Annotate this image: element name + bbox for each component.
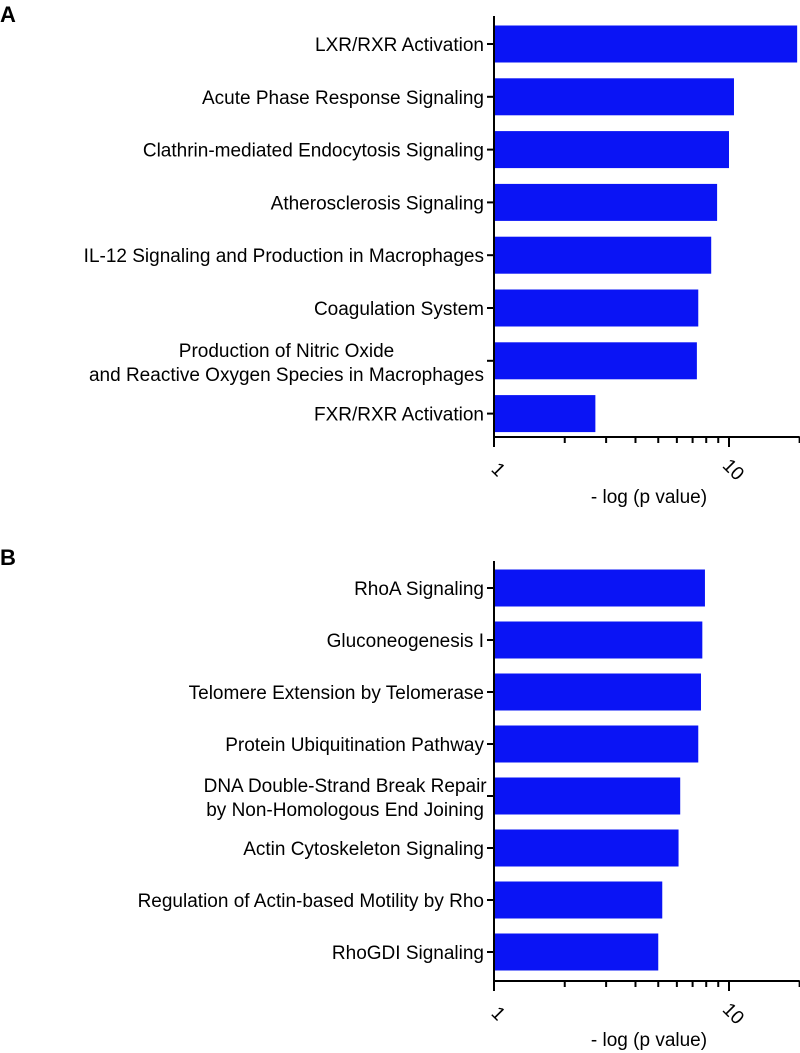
- bar: [495, 933, 659, 971]
- category-label: IL-12 Signaling and Production in Macrop…: [84, 246, 484, 267]
- bar: [495, 621, 703, 659]
- x-axis-title: - log (p value): [591, 1030, 707, 1051]
- bar: [495, 777, 681, 815]
- bar: [495, 25, 798, 63]
- category-label: Coagulation System: [314, 299, 484, 320]
- category-label: Gluconeogenesis I: [327, 631, 484, 652]
- bar: [495, 881, 663, 919]
- category-label: RhoA Signaling: [354, 579, 484, 600]
- bar: [495, 395, 596, 433]
- panel-b: B RhoA Signaling Gluconeogenesis I Telomere…: [0, 545, 800, 1051]
- category-label: Production of Nitric Oxide and Reactive O…: [89, 341, 484, 386]
- bar: [495, 78, 734, 116]
- panel-letter: A: [0, 2, 16, 27]
- bar: [495, 289, 699, 327]
- x-tick-label: 10: [718, 455, 748, 485]
- bar: [495, 131, 729, 169]
- bar: [495, 569, 705, 607]
- category-label: RhoGDI Signaling: [332, 943, 484, 964]
- bar: [495, 725, 699, 763]
- x-tick-label: 1: [487, 459, 509, 481]
- bar: [495, 236, 712, 274]
- panel-letter: B: [0, 545, 16, 570]
- panel-a: A LXR/RXR Activation Acute Phase Response …: [0, 2, 800, 508]
- category-label: FXR/RXR Activation: [314, 405, 484, 426]
- bar: [495, 183, 718, 221]
- category-label: DNA Double-Strand Break Repair by Non-Hom…: [204, 776, 488, 821]
- category-label: Regulation of Actin-based Motility by Rh…: [138, 891, 484, 912]
- category-label: Atherosclerosis Signaling: [271, 193, 484, 214]
- bar: [495, 829, 679, 867]
- category-label: Protein Ubiquitination Pathway: [225, 735, 484, 756]
- x-tick-label: 1: [487, 1003, 509, 1025]
- x-axis-title: - log (p value): [591, 487, 707, 508]
- category-label: Clathrin-mediated Endocytosis Signaling: [143, 141, 484, 162]
- category-label: Actin Cytoskeleton Signaling: [243, 839, 484, 860]
- bar: [495, 673, 701, 711]
- bar: [495, 342, 697, 380]
- x-tick-label: 10: [718, 999, 748, 1029]
- category-label: LXR/RXR Activation: [315, 35, 484, 56]
- category-label: Telomere Extension by Telomerase: [189, 683, 484, 704]
- category-label: Acute Phase Response Signaling: [202, 88, 484, 109]
